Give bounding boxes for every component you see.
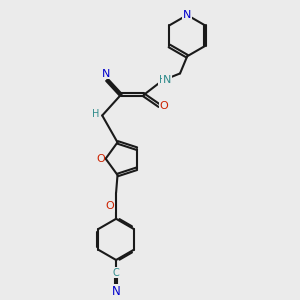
Text: N: N [183, 10, 191, 20]
Text: O: O [105, 202, 114, 212]
Text: N: N [102, 69, 111, 79]
Text: O: O [96, 154, 105, 164]
Text: N: N [112, 285, 121, 298]
Text: H: H [159, 75, 166, 85]
Text: N: N [163, 75, 171, 85]
Text: C: C [113, 268, 119, 278]
Text: H: H [92, 109, 100, 119]
Text: O: O [160, 101, 168, 111]
